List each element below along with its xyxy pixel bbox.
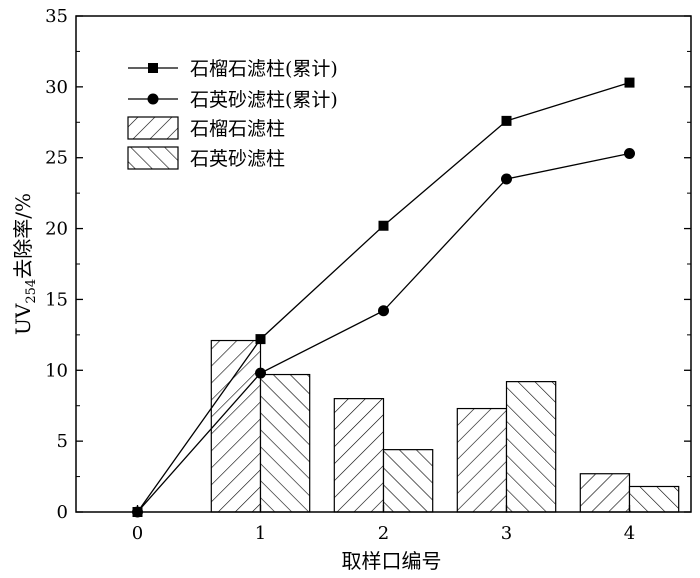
legend-hatch-swatch: [127, 116, 179, 140]
x-tick-label-0: 0: [132, 523, 143, 544]
x-axis-label: 取样口编号: [342, 549, 442, 573]
bar-quartz-3: [505, 381, 557, 513]
legend-square-marker: [148, 63, 158, 73]
point-garnet-cumulative-4: [624, 77, 635, 88]
x-tick-label-4: 4: [624, 523, 635, 544]
bar-garnet-2: [333, 398, 385, 513]
x-tick-label-3: 3: [501, 523, 512, 544]
bar-garnet-1: [210, 339, 262, 513]
y-tick-label-30: 30: [45, 77, 68, 98]
bar-quartz-4: [628, 485, 680, 513]
y-tick-label-25: 25: [45, 148, 68, 169]
y-tick-label-0: 0: [57, 502, 68, 523]
y-tick-label-10: 10: [45, 360, 68, 381]
point-quartz-cumulative-4: [624, 147, 635, 159]
y-tick-label-35: 35: [45, 6, 68, 27]
y-axis-label-sub: 254: [24, 279, 39, 304]
bar-quartz-2: [382, 449, 434, 513]
legend-label: 石榴石滤柱: [190, 118, 285, 140]
legend-label: 石英砂滤柱(累计): [190, 89, 338, 111]
y-tick-label-5: 5: [57, 431, 68, 452]
bars-layer: [210, 339, 680, 513]
bar-garnet-4: [579, 473, 631, 513]
legend-label: 石榴石滤柱(累计): [190, 58, 338, 80]
bar-quartz-1: [259, 373, 311, 513]
bar-garnet-3: [456, 407, 508, 513]
y-axis-label-rest: 去除率/%: [11, 193, 35, 279]
point-quartz-cumulative-3: [501, 173, 512, 185]
point-garnet-cumulative-2: [378, 220, 389, 231]
point-garnet-cumulative-3: [501, 115, 512, 126]
x-tick-label-2: 2: [378, 523, 389, 544]
legend-label: 石英砂滤柱: [190, 148, 285, 170]
point-garnet-cumulative-1: [255, 334, 266, 345]
y-axis-label-main: UV: [11, 303, 35, 335]
point-quartz-cumulative-2: [378, 305, 389, 317]
legend-circle-marker: [147, 93, 159, 105]
ticks-layer: 0 1 2 3 4 0 5 10 15 20 25 30 35: [45, 6, 691, 544]
point-quartz-cumulative-1: [255, 367, 266, 379]
svg-text:UV254去除率/%: UV254去除率/%: [11, 193, 39, 335]
y-tick-label-20: 20: [45, 219, 68, 240]
x-tick-label-1: 1: [255, 523, 266, 544]
y-axis-label: UV254去除率/%: [11, 193, 39, 335]
legend-hatch-swatch: [127, 146, 179, 170]
y-tick-label-15: 15: [45, 289, 68, 310]
